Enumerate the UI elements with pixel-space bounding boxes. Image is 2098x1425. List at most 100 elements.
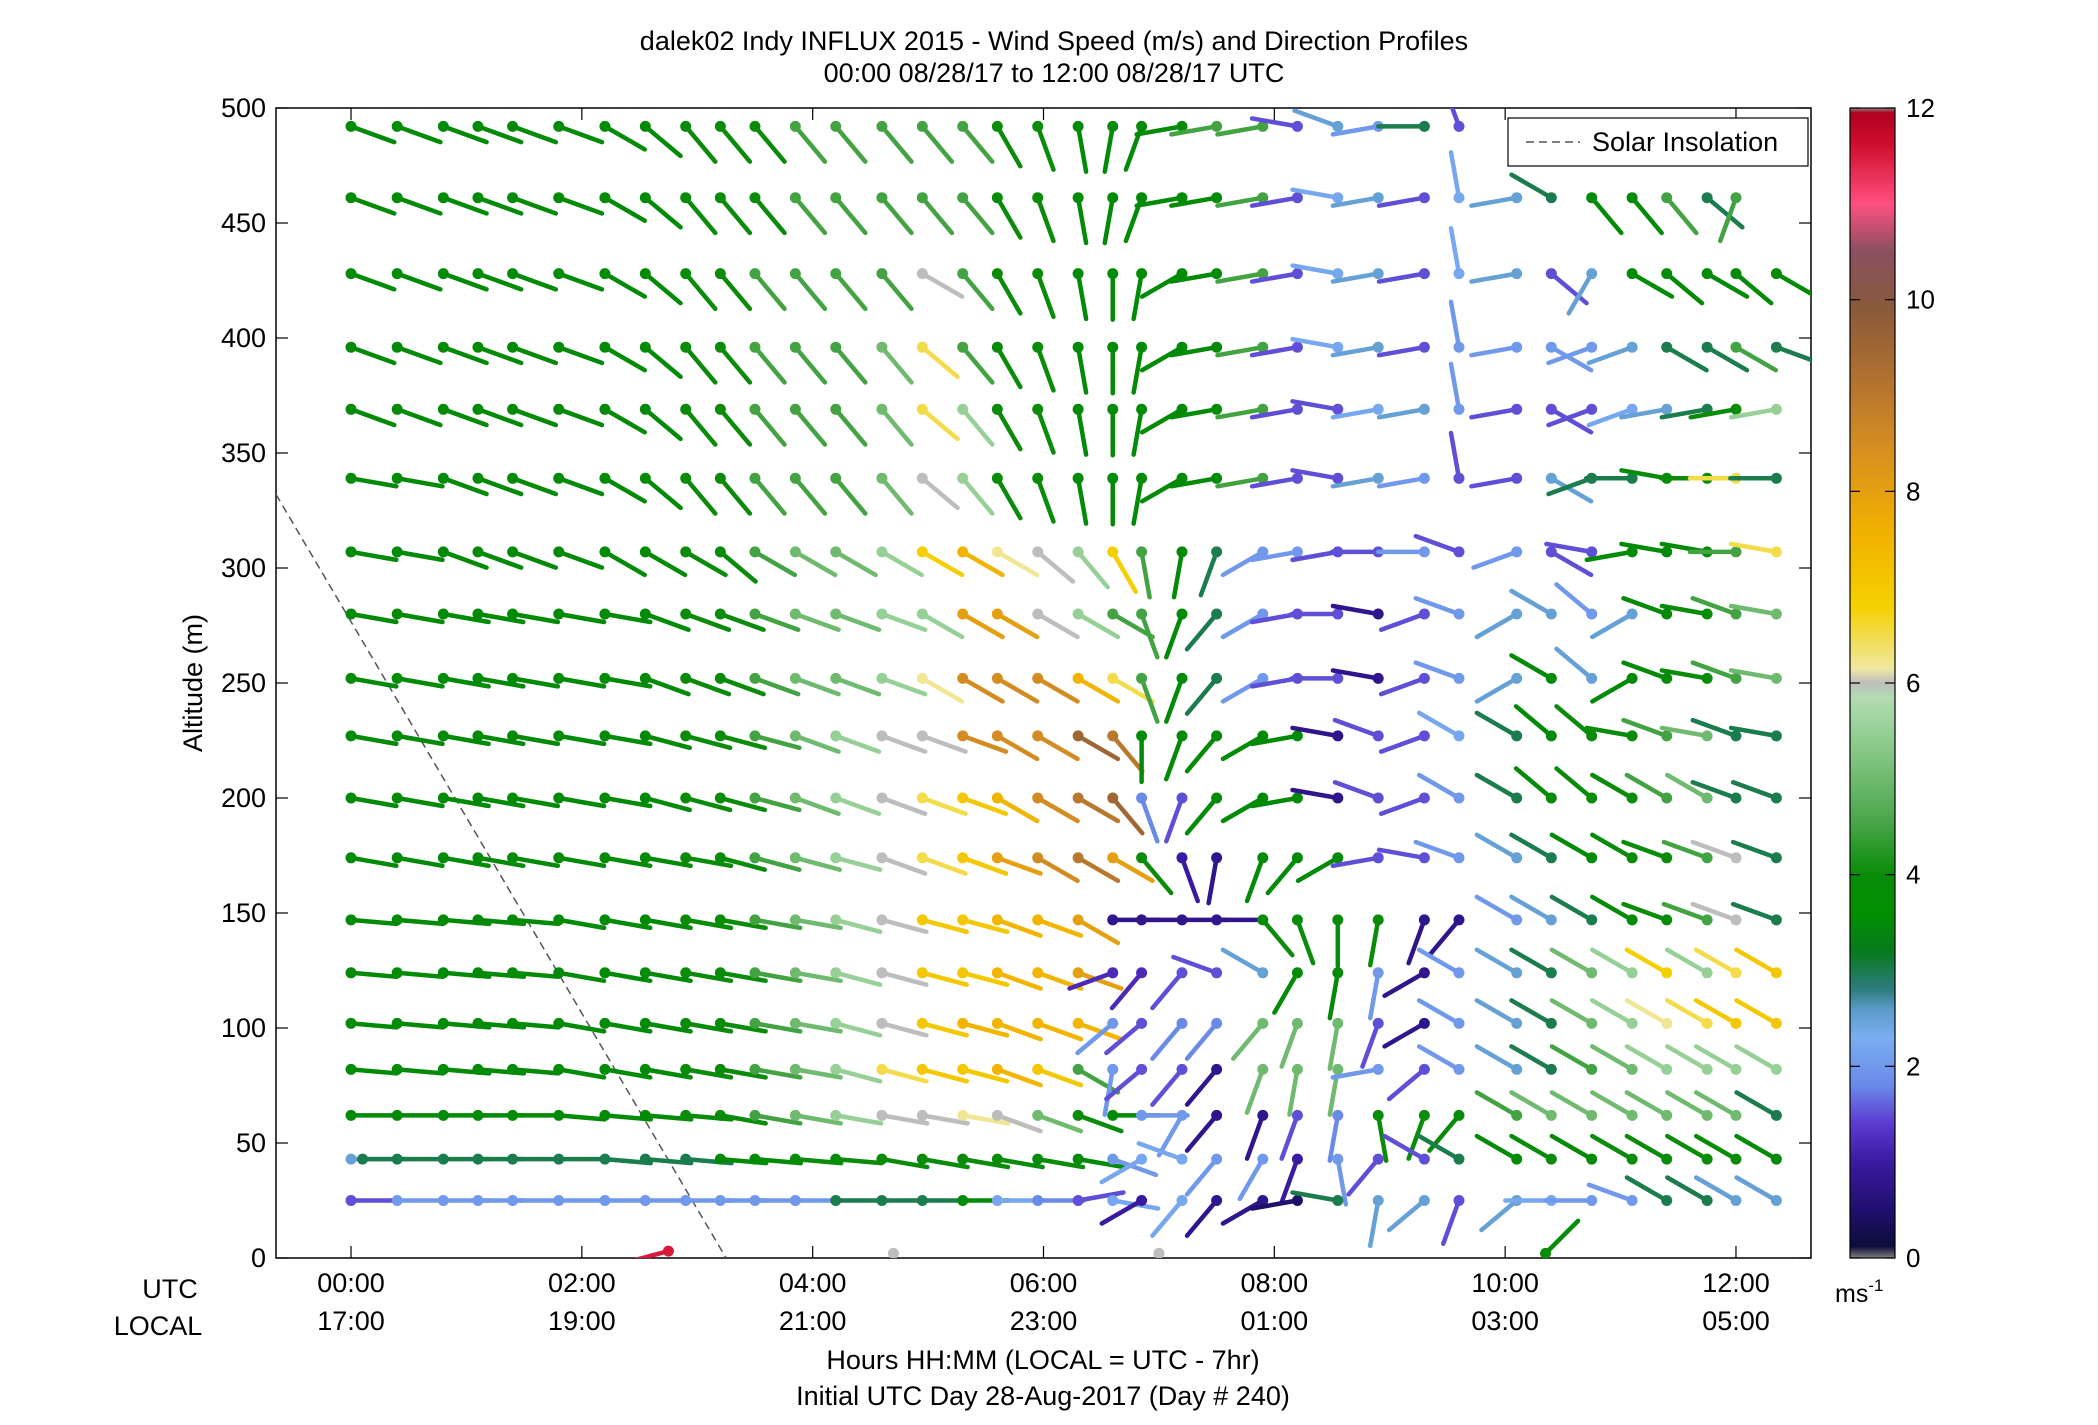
wind-barb-dot <box>1176 1109 1188 1121</box>
wind-barb <box>876 792 928 816</box>
wind-barb-dot <box>1661 914 1673 926</box>
wind-barb <box>1164 608 1188 660</box>
wind-barb <box>1102 1063 1119 1117</box>
wind-barb <box>749 192 787 236</box>
wind-barb <box>391 1153 446 1165</box>
wind-barb-shaft <box>879 1113 930 1126</box>
wind-barb-dot <box>1291 1063 1303 1075</box>
solar-insolation-line <box>276 494 727 1258</box>
x-row-label-utc: UTC <box>142 1274 198 1304</box>
wind-barb-dot <box>916 672 928 684</box>
wind-barb <box>830 967 883 987</box>
wind-barb <box>1072 852 1121 884</box>
wind-barb-shaft <box>960 476 995 516</box>
wind-barb-dot <box>1211 403 1223 415</box>
wind-barb-shaft <box>1279 1021 1300 1069</box>
wind-barb-dot <box>1418 341 1430 353</box>
wind-barb-ground <box>633 1245 674 1258</box>
wind-barb-dot <box>1770 608 1782 620</box>
wind-barb <box>957 1153 1011 1170</box>
wind-barb <box>1416 1044 1465 1075</box>
wind-barb <box>507 730 561 747</box>
wind-barb <box>1624 1090 1673 1121</box>
wind-barb-dot <box>749 268 761 280</box>
wind-barb <box>1554 704 1598 742</box>
wind-barb-shaft <box>960 855 1009 876</box>
wind-barb <box>1032 192 1056 244</box>
wind-barb-shaft <box>1469 407 1519 420</box>
wind-barb-dot <box>789 1109 801 1121</box>
wind-barb-shaft <box>1260 917 1295 958</box>
y-tick-label: 200 <box>221 783 266 813</box>
wind-barb-dot <box>1257 730 1269 742</box>
wind-barb-shaft <box>1139 549 1152 600</box>
wind-barb-dot <box>1107 1195 1119 1206</box>
wind-barb-shaft <box>1035 1021 1084 1042</box>
wind-barb-shaft <box>441 549 489 570</box>
wind-barb <box>714 341 753 385</box>
wind-barb <box>345 1195 400 1206</box>
wind-barb-shaft <box>1249 676 1300 689</box>
wind-barb <box>1545 472 1594 504</box>
y-tick-label: 450 <box>221 208 266 238</box>
wind-barb-shaft <box>602 1021 653 1034</box>
wind-barb <box>1072 192 1089 246</box>
wind-barb-shaft <box>1102 1067 1115 1117</box>
wind-barb-dot <box>391 1109 403 1121</box>
wind-barb-dot <box>830 120 842 132</box>
wind-barb-dot <box>1211 1109 1223 1121</box>
wind-barb-dot <box>553 1195 565 1206</box>
wind-barb-dot <box>1257 608 1269 620</box>
wind-barb <box>1626 268 1675 299</box>
wind-barb-dot <box>391 792 403 804</box>
wind-barb-shaft <box>1035 917 1084 938</box>
wind-barb <box>1469 268 1523 284</box>
wind-barb-dot <box>1257 546 1269 558</box>
wind-barb-dot <box>1032 1109 1044 1121</box>
wind-barb-dot <box>1626 1017 1638 1029</box>
wind-barb <box>876 914 929 935</box>
wind-barb-dot <box>391 403 403 415</box>
wind-barb <box>830 608 882 632</box>
wind-barb <box>876 192 914 236</box>
wind-barb-dot <box>472 472 484 484</box>
wind-barb-shaft <box>995 271 1023 316</box>
wind-barb-dot <box>1418 730 1430 742</box>
wind-barb-shaft <box>683 611 732 632</box>
wind-barb-shaft <box>556 611 607 625</box>
wind-barb <box>1290 468 1344 484</box>
wind-barb <box>599 120 648 152</box>
wind-barb-dot <box>1453 403 1465 415</box>
wind-barb-dot <box>1545 608 1557 620</box>
wind-barb <box>1139 472 1188 504</box>
wind-barb <box>789 792 841 816</box>
wind-barb-dot <box>639 472 651 484</box>
wind-barb-shaft <box>1360 1021 1381 1069</box>
wind-barb-dot <box>1372 1109 1384 1121</box>
wind-barb <box>957 192 995 236</box>
wind-barb <box>599 403 648 435</box>
wind-barb-dot <box>957 608 969 620</box>
wind-barb-dot <box>1661 852 1673 864</box>
x-tick-label-utc: 04:00 <box>779 1268 847 1298</box>
wind-barb-dot <box>437 1109 449 1121</box>
wind-barb-shaft <box>1509 1133 1554 1162</box>
wind-barb-dot <box>830 608 842 620</box>
wind-barb-dot <box>1626 1109 1638 1121</box>
wind-barb-dot <box>1453 192 1465 204</box>
wind-barb-dot <box>391 967 403 979</box>
wind-barb <box>991 341 1023 390</box>
wind-barb <box>1139 403 1188 435</box>
wind-barb-shaft <box>1416 1044 1462 1072</box>
wind-barb-shaft <box>920 611 965 640</box>
wind-barb-dot <box>1626 914 1638 926</box>
wind-barb-shaft <box>1664 344 1709 373</box>
wind-barb-dot <box>599 472 611 484</box>
wind-barb-shaft <box>1554 582 1594 617</box>
wind-barb-shaft <box>441 611 491 625</box>
wind-barb <box>1734 1044 1782 1075</box>
wind-barb <box>991 120 1023 169</box>
wind-barb-shaft <box>510 1067 561 1076</box>
chart-title: dalek02 Indy INFLUX 2015 - Wind Speed (m… <box>639 26 1469 56</box>
wind-barb-shaft <box>475 344 524 366</box>
